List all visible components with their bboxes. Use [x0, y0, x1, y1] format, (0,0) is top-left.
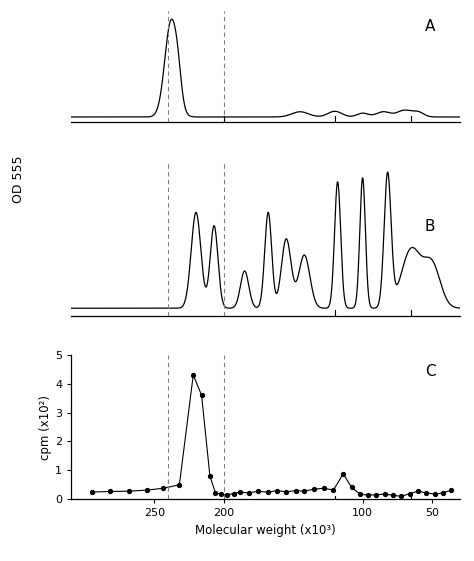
X-axis label: Molecular weight (x10³): Molecular weight (x10³): [195, 524, 336, 537]
Text: OD 555: OD 555: [12, 156, 26, 203]
Text: B: B: [425, 219, 435, 234]
Text: A: A: [425, 19, 435, 34]
Text: C: C: [425, 365, 436, 379]
Y-axis label: cpm (x10²): cpm (x10²): [39, 394, 52, 459]
